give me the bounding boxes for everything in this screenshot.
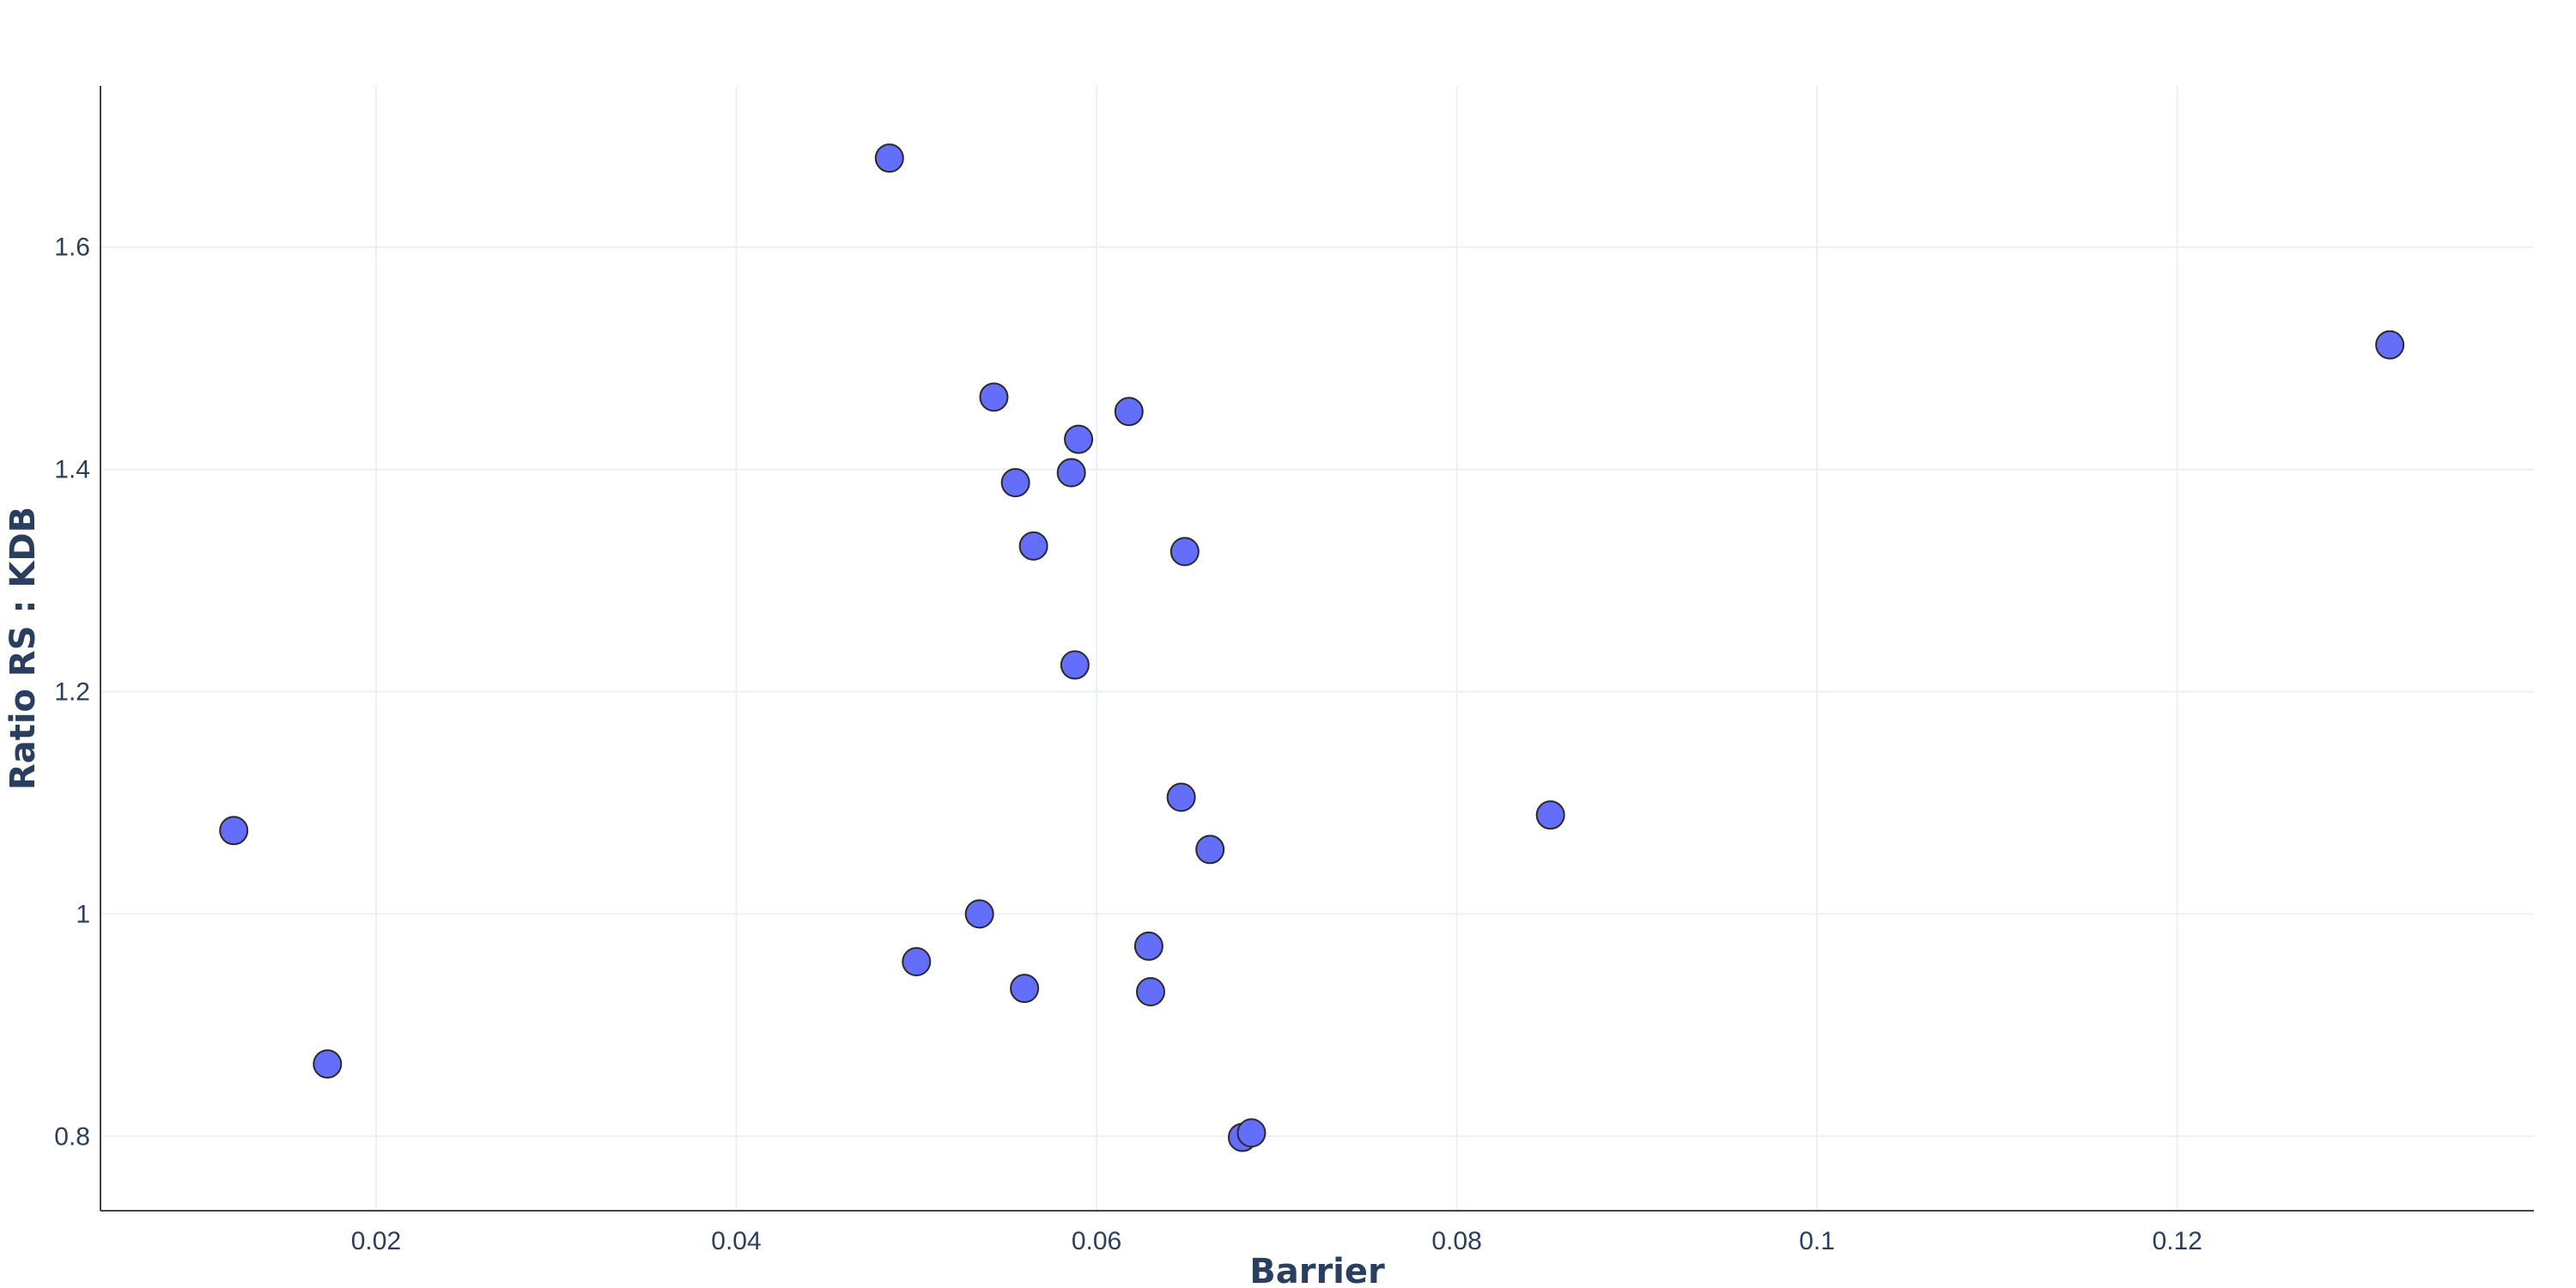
grid-lines [100, 86, 2534, 1211]
data-point[interactable] [1133, 931, 1163, 961]
data-point[interactable] [979, 382, 1009, 412]
data-point[interactable] [1170, 537, 1200, 567]
data-point[interactable] [1114, 397, 1144, 427]
x-tick-label: 0.12 [2152, 1227, 2202, 1255]
data-point[interactable] [219, 816, 249, 846]
data-point[interactable] [1060, 650, 1090, 680]
x-tick-label: 0.06 [1072, 1227, 1121, 1255]
data-point[interactable] [1195, 835, 1225, 865]
data-point[interactable] [1166, 782, 1196, 812]
x-tick-label: 0.08 [1431, 1227, 1481, 1255]
y-tick-labels: 0.8 1 1.2 1.4 1.6 [54, 234, 90, 1151]
data-point[interactable] [1010, 974, 1040, 1004]
data-points [219, 143, 2405, 1152]
axes [100, 86, 2534, 1212]
y-tick-label: 1.6 [54, 234, 90, 262]
data-point[interactable] [964, 899, 994, 929]
y-tick-label: 1.2 [54, 677, 90, 706]
data-point[interactable] [874, 143, 904, 173]
data-point[interactable] [1135, 976, 1165, 1006]
data-point[interactable] [1535, 800, 1565, 830]
y-tick-label: 1.4 [54, 456, 90, 484]
data-point[interactable] [902, 947, 932, 977]
data-point[interactable] [1064, 424, 1094, 454]
data-point[interactable] [1018, 531, 1048, 561]
data-point[interactable] [1056, 458, 1086, 488]
x-tick-label: 0.1 [1799, 1227, 1835, 1255]
x-axis-title: Barrier [1249, 1252, 1385, 1288]
x-tick-labels: 0.02 0.04 0.06 0.08 0.1 0.12 [351, 1227, 2202, 1255]
x-tick-label: 0.04 [711, 1227, 761, 1255]
y-tick-label: 0.8 [54, 1122, 90, 1151]
data-point[interactable] [1000, 468, 1030, 498]
y-axis-title: Ratio RS : KDB [3, 507, 43, 790]
x-tick-label: 0.02 [351, 1227, 401, 1255]
data-point[interactable] [313, 1049, 343, 1079]
data-point[interactable] [2375, 330, 2405, 360]
y-tick-label: 1 [76, 900, 90, 928]
data-point[interactable] [1236, 1118, 1267, 1148]
